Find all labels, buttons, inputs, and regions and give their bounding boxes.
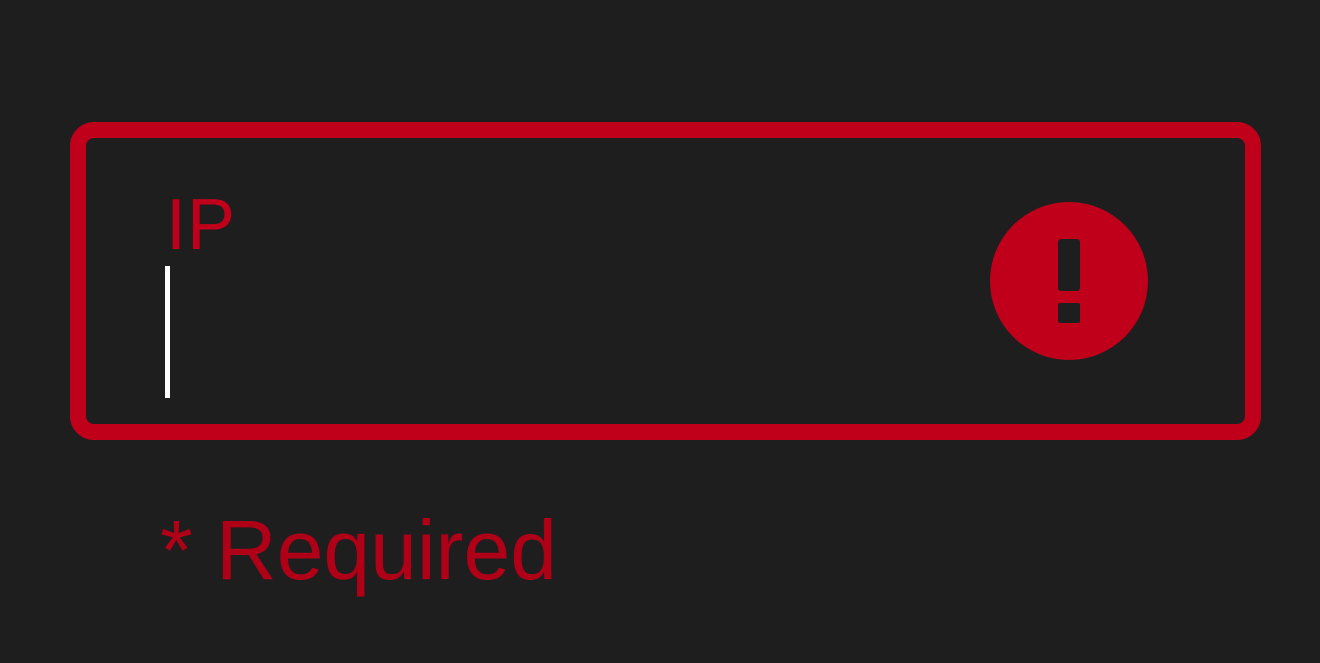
text-cursor xyxy=(165,266,170,398)
ip-field[interactable]: IP xyxy=(70,122,1261,440)
exclamation-dot xyxy=(1058,303,1080,323)
ip-input[interactable] xyxy=(164,266,964,396)
error-exclamation-icon xyxy=(990,202,1148,360)
exclamation-bar xyxy=(1058,239,1080,291)
required-helper-text: * Required xyxy=(160,503,557,597)
ip-field-label: IP xyxy=(166,185,237,265)
